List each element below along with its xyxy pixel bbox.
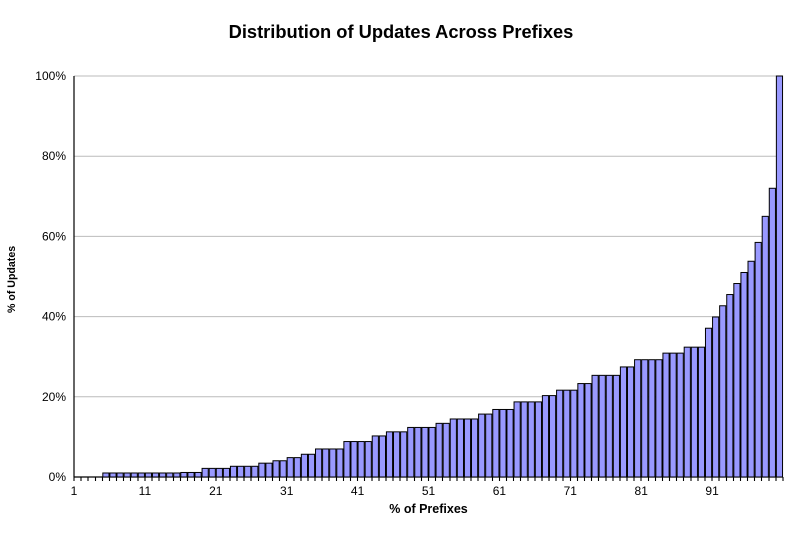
svg-text:20%: 20% [42, 390, 66, 404]
svg-text:80%: 80% [42, 149, 66, 163]
svg-text:91: 91 [705, 484, 719, 498]
svg-text:51: 51 [422, 484, 436, 498]
svg-text:1: 1 [71, 484, 78, 498]
svg-text:21: 21 [209, 484, 223, 498]
svg-text:81: 81 [635, 484, 649, 498]
svg-text:11: 11 [139, 484, 152, 498]
svg-text:61: 61 [493, 484, 507, 498]
svg-text:71: 71 [564, 484, 578, 498]
svg-text:100%: 100% [35, 69, 66, 83]
svg-text:31: 31 [280, 484, 294, 498]
svg-text:0%: 0% [49, 470, 67, 484]
svg-text:41: 41 [351, 484, 365, 498]
svg-text:40%: 40% [42, 310, 66, 324]
svg-text:60%: 60% [42, 229, 66, 243]
